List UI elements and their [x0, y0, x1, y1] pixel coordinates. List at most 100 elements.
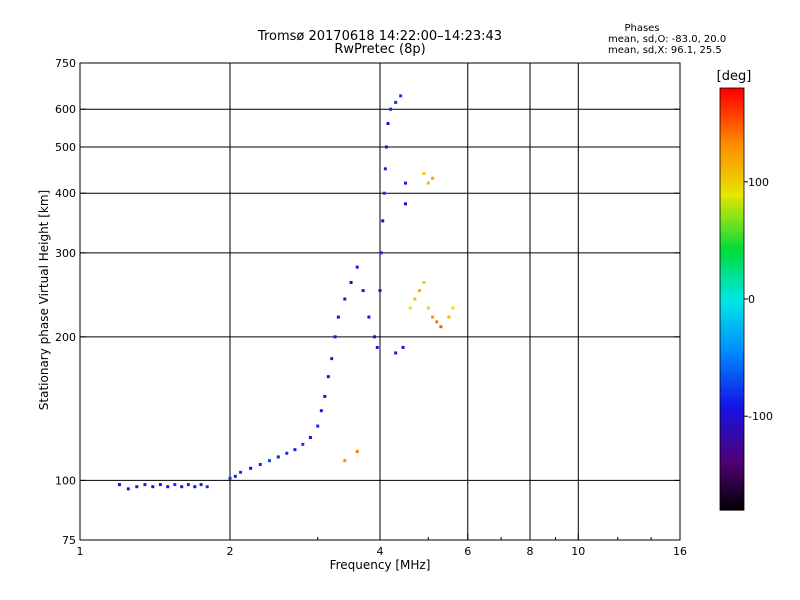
colorbar-segment	[720, 277, 744, 283]
colorbar-segment	[720, 453, 744, 458]
colorbar: 100 0 -100	[719, 87, 773, 511]
data-point	[355, 449, 359, 453]
data-point	[326, 375, 330, 379]
colorbar-tick-label: 100	[748, 176, 769, 189]
data-point	[426, 181, 430, 185]
colorbar-segment	[720, 415, 744, 420]
colorbar-segment	[720, 284, 744, 290]
x-axis-label: Frequency [MHz]	[330, 558, 431, 572]
colorbar-segment	[720, 105, 744, 110]
colorbar-segment	[720, 168, 744, 173]
data-point	[381, 219, 385, 223]
colorbar-segment	[720, 495, 744, 501]
colorbar-segment	[720, 432, 744, 437]
colorbar-segment	[720, 126, 744, 131]
data-point	[285, 451, 289, 455]
data-point	[323, 394, 327, 398]
data-point	[151, 485, 155, 489]
data-point	[143, 483, 147, 487]
data-point	[422, 171, 426, 175]
colorbar-segment	[720, 130, 744, 135]
colorbar-segment	[720, 109, 744, 114]
colorbar-segment	[720, 379, 744, 384]
x-tick-label: 6	[464, 545, 471, 558]
chart-subtitle: RwPretec (8p)	[334, 42, 425, 57]
data-point	[426, 306, 430, 310]
colorbar-segment	[720, 211, 744, 216]
data-point	[117, 483, 121, 487]
data-point	[349, 280, 353, 284]
colorbar-segment	[720, 246, 744, 251]
phases-line-o: mean, sd,O: -83.0, 20.0	[608, 34, 726, 45]
colorbar-segment	[720, 225, 744, 230]
colorbar-segment	[720, 214, 744, 219]
data-point	[435, 320, 439, 324]
data-point	[439, 325, 443, 329]
data-point	[379, 251, 383, 255]
colorbar-segment	[720, 102, 744, 107]
data-point	[228, 476, 232, 480]
data-point	[126, 487, 130, 491]
colorbar-segment	[720, 207, 744, 212]
data-point	[293, 448, 297, 452]
colorbar-segment	[720, 429, 744, 434]
colorbar-segment	[720, 137, 744, 142]
colorbar-segment	[720, 274, 744, 279]
colorbar-segment	[720, 165, 744, 170]
data-point	[431, 315, 435, 319]
colorbar-segment	[720, 390, 744, 395]
colorbar-segment	[720, 144, 744, 149]
colorbar-segment	[720, 344, 744, 349]
data-point	[205, 485, 209, 489]
colorbar-segment	[720, 443, 744, 448]
colorbar-segment	[720, 302, 744, 307]
x-tick-label: 8	[527, 545, 534, 558]
plot-area	[80, 63, 680, 540]
colorbar-segment	[720, 140, 744, 145]
data-point	[384, 145, 388, 149]
data-point	[343, 459, 347, 463]
y-tick-label: 75	[62, 534, 76, 547]
colorbar-segment	[720, 161, 744, 166]
colorbar-segment	[720, 499, 744, 504]
colorbar-segment	[720, 249, 744, 254]
data-point	[386, 122, 390, 126]
colorbar-segment	[720, 91, 744, 96]
x-tick-label: 16	[673, 545, 687, 558]
colorbar-segment	[720, 235, 744, 240]
colorbar-segment	[720, 316, 744, 321]
y-axis-label: Stationary phase Virtual Height [km]	[37, 190, 51, 410]
colorbar-segment	[720, 260, 744, 265]
colorbar-segment	[720, 464, 744, 469]
colorbar-segment	[720, 506, 744, 511]
colorbar-segment	[720, 151, 744, 156]
colorbar-segment	[720, 267, 744, 272]
x-tick-label: 4	[377, 545, 384, 558]
colorbar-segment	[720, 369, 744, 374]
colorbar-segment	[720, 218, 744, 223]
colorbar-segment	[720, 474, 744, 479]
data-point	[173, 483, 177, 487]
y-tick-label: 600	[55, 103, 76, 116]
colorbar-segment	[720, 502, 744, 508]
data-point	[403, 202, 407, 206]
colorbar-segment	[720, 172, 744, 177]
colorbar-segment	[720, 306, 744, 311]
data-point	[389, 107, 393, 111]
colorbar-segment	[720, 291, 744, 297]
colorbar-segment	[720, 327, 744, 332]
x-tick-label: 1	[77, 545, 84, 558]
colorbar-segment	[720, 270, 744, 275]
colorbar-segment	[720, 197, 744, 202]
axes: 1 2 4 6 8 10 16 75 100 200 300 400 500 600 750	[55, 57, 687, 558]
colorbar-segment	[720, 425, 744, 430]
data-point	[399, 94, 403, 98]
colorbar-segment	[720, 116, 744, 121]
data-point	[330, 357, 334, 361]
colorbar-segment	[720, 320, 744, 325]
data-point	[308, 436, 312, 440]
colorbar-segment	[720, 295, 744, 300]
data-point	[316, 424, 320, 428]
colorbar-segment	[720, 98, 744, 103]
